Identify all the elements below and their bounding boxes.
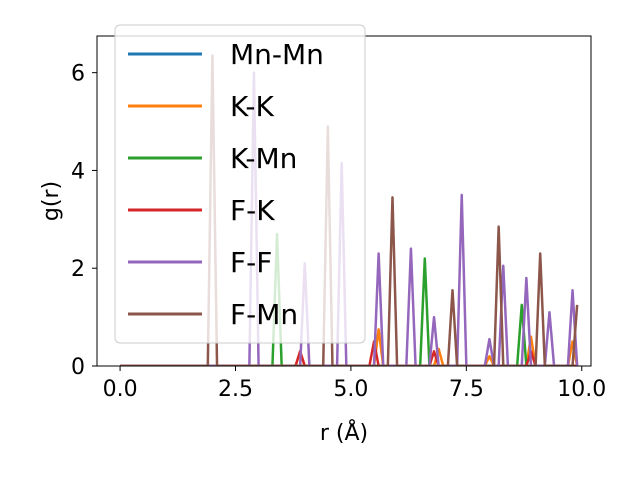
legend-label: K-K [230,90,275,123]
x-axis-label: r (Å) [320,419,368,446]
x-tick-label: 0.0 [103,377,138,402]
x-tick-label: 2.5 [218,377,253,402]
x-tick-label: 10.0 [557,377,606,402]
y-axis-label: g(r) [39,181,64,221]
x-tick-label: 5.0 [333,377,368,402]
y-axis-ticks: 0 2 4 6 [71,62,97,380]
legend-label: K-Mn [230,142,297,175]
x-axis-ticks: 0.0 2.5 5.0 7.5 10.0 [103,366,606,402]
y-tick-label: 0 [71,355,85,380]
x-tick-label: 7.5 [449,377,484,402]
legend-label: Mn-Mn [230,38,324,71]
legend-box [114,24,366,344]
legend: Mn-Mn K-K K-Mn F-K F-F F-Mn [114,24,366,344]
y-tick-label: 4 [71,159,85,184]
legend-label: F-F [230,246,272,279]
legend-label: F-Mn [230,298,298,331]
legend-label: F-K [230,194,275,227]
series-layer [120,54,579,366]
y-tick-label: 6 [71,62,85,87]
y-tick-label: 2 [71,257,85,282]
series-line-f-mn [120,54,579,366]
